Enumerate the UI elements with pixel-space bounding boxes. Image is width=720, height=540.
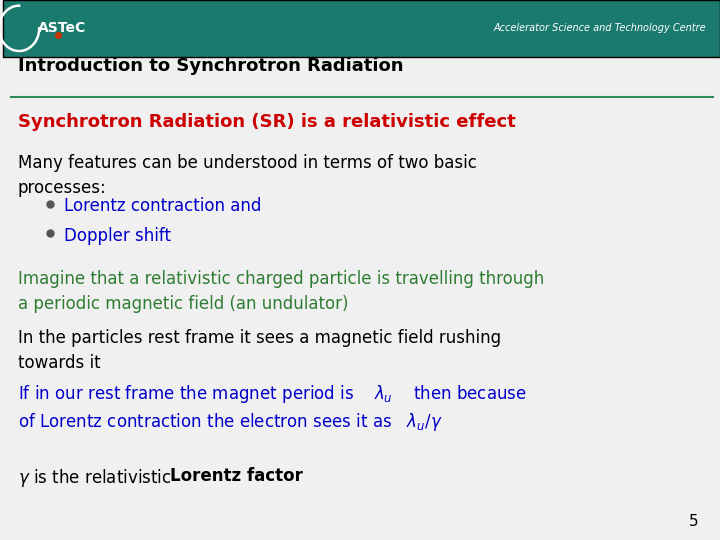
Text: If in our rest frame the magnet period is    $\lambda_u$    then because: If in our rest frame the magnet period i… <box>18 383 526 406</box>
Text: Synchrotron Radiation (SR) is a relativistic effect: Synchrotron Radiation (SR) is a relativi… <box>18 113 516 131</box>
Text: Imagine that a relativistic charged particle is travelling through
a periodic ma: Imagine that a relativistic charged part… <box>18 270 544 313</box>
FancyBboxPatch shape <box>4 0 720 57</box>
Text: In the particles rest frame it sees a magnetic field rushing
towards it: In the particles rest frame it sees a ma… <box>18 329 501 373</box>
Text: Lorentz contraction and: Lorentz contraction and <box>64 197 261 215</box>
Text: Lorentz factor: Lorentz factor <box>170 467 302 485</box>
Text: ASTeC: ASTeC <box>37 22 86 35</box>
Text: Many features can be understood in terms of two basic
processes:: Many features can be understood in terms… <box>18 154 477 197</box>
Text: 5: 5 <box>689 514 698 529</box>
Text: Introduction to Synchrotron Radiation: Introduction to Synchrotron Radiation <box>18 57 403 75</box>
Text: Accelerator Science and Technology Centre: Accelerator Science and Technology Centr… <box>493 23 706 33</box>
Text: $\gamma$ is the relativistic: $\gamma$ is the relativistic <box>18 467 172 489</box>
Text: of Lorentz contraction the electron sees it as   $\lambda_u/\gamma$: of Lorentz contraction the electron sees… <box>18 411 442 434</box>
Text: Doppler shift: Doppler shift <box>64 227 171 245</box>
